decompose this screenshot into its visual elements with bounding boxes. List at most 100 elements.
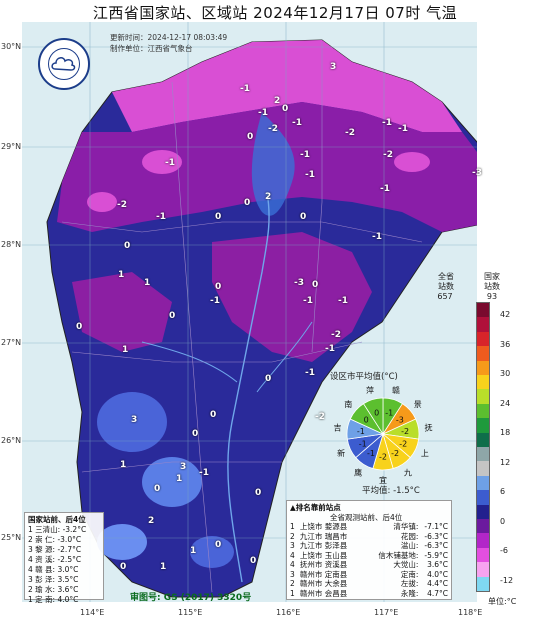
color-scale-tick: 6 [500, 487, 506, 496]
station-temperature: 3 [330, 62, 337, 72]
station-temperature: 2 [274, 96, 281, 106]
station-temperature: -2 [117, 200, 127, 210]
all-stations-label: 全省 站数 [438, 272, 454, 291]
ranking-location: 赣州市 定南县 [299, 569, 348, 579]
ranking-row: 2 赣州市 大余县 左拔: 4.4°C [290, 579, 448, 589]
lat-label: 29°N [1, 142, 22, 151]
national-ranking-row: 3 黎 源: -2.7°C [28, 545, 82, 554]
station-temperature: 1 [160, 562, 167, 572]
ranking-table: ▲ 排名靠前站点 全省观测站前、后4位 1 上饶市 婺源县 清华镇: -7.1°C 2 九… [286, 500, 452, 600]
ranking-row: 4 抚州市 资溪县 大觉山: 3.6°C [290, 560, 448, 570]
producer: 制作单位：江西省气象台 [110, 44, 193, 53]
region-north-cold [112, 40, 462, 132]
color-scale-swatch [477, 418, 489, 433]
lon-label: 114°E [80, 608, 105, 617]
ranking-rows: 1 上饶市 婺源县 清华镇: -7.1°C 2 九江市 瑞昌市 花园: -6.3°C 3 九江市 … [290, 522, 448, 598]
color-scale-swatch [477, 576, 489, 591]
national-ranking-row: 1 定 南: 4.0°C [28, 595, 79, 604]
station-temperature: 2 [148, 516, 155, 526]
pie-slice-value: -2 [379, 452, 387, 461]
lat-label: 28°N [1, 240, 22, 249]
national-ranking: 国家站前、后4位 1 三清山: -3.2°C 2 崇 仁: -3.0°C 3 黎 源… [24, 512, 104, 604]
pie-slice-city: 上 [421, 449, 429, 458]
station-temperature: -2 [315, 412, 325, 422]
station-temperature: 3 [180, 462, 187, 472]
color-scale-swatch [477, 375, 489, 390]
ranking-location: 九江市 瑞昌市 [299, 531, 348, 541]
color-scale-swatch [477, 533, 489, 548]
station-temperature: -1 [165, 158, 175, 168]
station-temperature: -2 [383, 150, 393, 160]
color-scale-swatch [477, 447, 489, 462]
lat-label: 26°N [1, 436, 22, 445]
ranking-location: 赣州市 大余县 [299, 579, 348, 588]
station-temperature: 0 [215, 212, 222, 222]
station-temperature: -1 [398, 124, 408, 134]
color-scale-tick: 12 [500, 457, 511, 467]
ranking-number: 2 [290, 531, 295, 541]
poyang-lake [251, 112, 295, 216]
national-ranking-rows: 1 三清山: -3.2°C 2 崇 仁: -3.0°C 3 黎 源: -2.7°C 4… [28, 525, 100, 605]
station-temperature: 0 [192, 429, 199, 439]
pie-slice-city: 宜 [379, 475, 387, 485]
station-temperature: -1 [325, 344, 335, 354]
national-stations-label: 国家 站数 [484, 272, 500, 291]
station-temperature: -3 [472, 168, 482, 178]
station-temperature: 1 [118, 270, 125, 280]
pie-slice-value: 0 [374, 409, 379, 418]
ranking-value: -6.3°C [424, 541, 448, 550]
pie-slice-value: -1 [357, 427, 365, 436]
station-temperature: -1 [382, 118, 392, 128]
national-ranking-row: 1 三清山: -3.2°C [28, 525, 87, 534]
color-scale-tick: 42 [500, 310, 511, 319]
ranking-value: -6.3°C [424, 531, 448, 541]
all-stations-count: 657 [437, 292, 453, 301]
ranking-site: 大觉山: [393, 560, 419, 569]
ranking-row: 2 九江市 瑞昌市 花园: -6.3°C [290, 532, 448, 542]
color-scale-swatch [477, 432, 489, 447]
pie-slice-city: 萍 [366, 385, 374, 395]
ranking-value: -7.1°C [424, 522, 448, 531]
national-ranking-row: 4 资 溪: -2.5°C [28, 555, 82, 564]
ranking-header: ▲ 排名靠前站点 [290, 503, 341, 512]
station-temperature: 0 [265, 374, 272, 384]
station-temperature: 2 [265, 192, 272, 202]
station-temperature: 0 [154, 484, 161, 494]
lon-label: 117°E [374, 608, 399, 617]
page-title: 江西省国家站、区域站 2024年12月17日 07时 气温 [92, 4, 458, 22]
lat-label: 25°N [1, 533, 22, 542]
ranking-site: 定南: [400, 569, 419, 579]
pie-slice-value: -2 [399, 439, 407, 448]
ranking-row: 3 赣州市 定南县 定南: 4.0°C [290, 570, 448, 580]
ranking-value: 3.6°C [427, 560, 448, 569]
color-scale-swatch [477, 490, 489, 505]
color-scale-swatch [477, 547, 489, 563]
station-temperature: 1 [122, 345, 129, 355]
ranking-number: 1 [290, 588, 295, 598]
ranking-location: 赣州市 会昌县 [299, 588, 348, 598]
national-stations-count: 93 [486, 292, 498, 301]
map-approval-number: 审图号: GS (2017) 3320号 [130, 593, 252, 603]
station-temperature: 0 [169, 311, 176, 321]
station-temperature: 3 [131, 415, 138, 425]
ranking-site: 左拔: [400, 579, 419, 588]
ranking-row: 3 九江市 彭泽县 湓山: -6.3°C [290, 541, 448, 551]
ranking-row: 1 赣州市 会昌县 永隆: 4.7°C [290, 589, 448, 599]
national-ranking-row: 4 赣 县: 3.0°C [28, 565, 79, 574]
station-temperature: -1 [240, 84, 250, 94]
color-scale-tick: 36 [500, 339, 511, 349]
national-ranking-row: 2 瑜 水: 3.6°C [28, 585, 79, 594]
pie-slice-value: -1 [367, 449, 375, 458]
pie-slice-value: 0 [364, 415, 369, 424]
pie-slice-city: 九 [404, 469, 412, 478]
color-scale-tick: 24 [500, 398, 511, 408]
ranking-number: 4 [290, 550, 295, 560]
pie-slice [362, 397, 384, 436]
ranking-location: 上饶市 婺源县 [299, 522, 348, 531]
pie-slice-city: 抚 [425, 422, 433, 432]
station-temperature: 0 [215, 540, 222, 550]
station-temperature: 1 [120, 460, 127, 470]
station-temperature: 0 [120, 562, 127, 572]
weather-bureau-logo [38, 38, 90, 90]
ranking-number: 1 [290, 522, 295, 531]
